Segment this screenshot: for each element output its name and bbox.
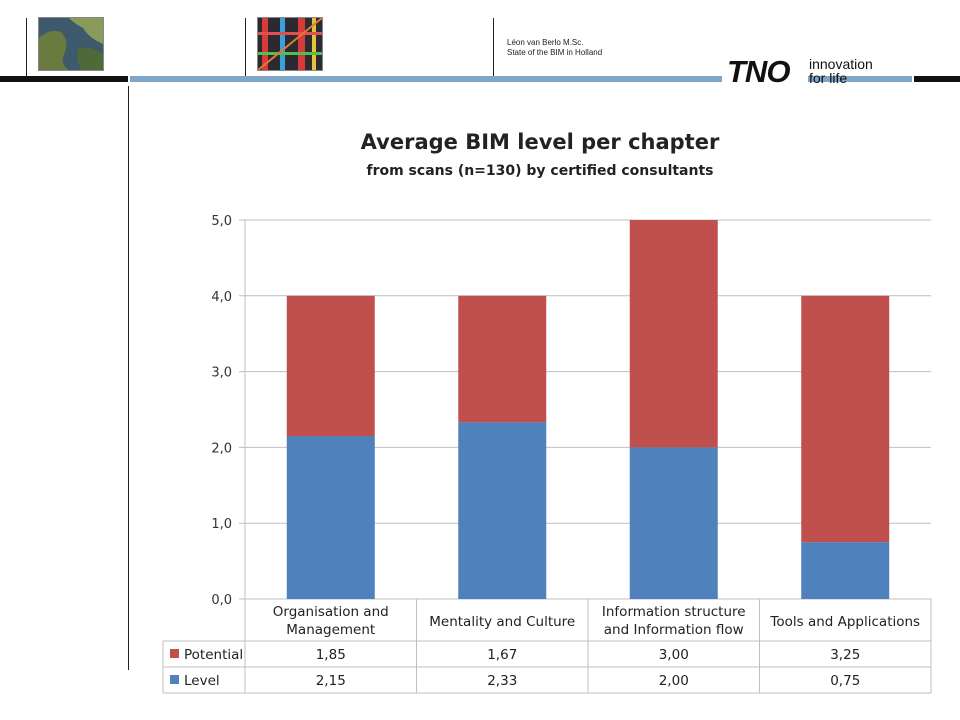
header-divider-3 xyxy=(493,18,494,76)
bar-level xyxy=(458,422,547,599)
chart-subtitle: from scans (n=130) by certified consulta… xyxy=(366,163,714,179)
y-tick-label: 2,0 xyxy=(211,441,232,456)
data-label: 1,67 xyxy=(487,647,517,663)
y-tick-label: 5,0 xyxy=(211,214,232,229)
data-label: 3,25 xyxy=(830,647,860,663)
legend-label-potential: Potential xyxy=(184,647,243,663)
tagline-line-2: for life xyxy=(809,70,848,86)
bar-potential xyxy=(629,220,718,448)
author-name: Léon van Berlo M.Sc. xyxy=(507,38,584,47)
data-label: 2,15 xyxy=(316,673,346,689)
bar-level xyxy=(629,447,718,599)
data-label: 2,33 xyxy=(487,673,517,689)
header-rule-black-right xyxy=(914,76,960,82)
bar-potential xyxy=(801,295,890,543)
category-label: Tools and Applications xyxy=(769,614,920,630)
category-label: Mentality and Culture xyxy=(429,614,575,630)
industrial-thumbnail-image xyxy=(257,17,323,71)
header-divider-1 xyxy=(26,18,27,76)
landscape-thumbnail-image xyxy=(38,17,104,71)
header-divider-2 xyxy=(245,18,246,76)
data-label: 0,75 xyxy=(830,673,860,689)
presentation-title: State of the BIM in Holland xyxy=(507,48,603,57)
left-margin-line xyxy=(128,86,129,670)
chart-title: Average BIM level per chapter xyxy=(360,130,720,154)
data-label: 3,00 xyxy=(659,647,689,663)
data-label: 2,00 xyxy=(659,673,689,689)
tno-logo: TNO xyxy=(727,54,790,89)
data-label: 1,85 xyxy=(316,647,346,663)
y-tick-label: 4,0 xyxy=(211,290,232,305)
y-tick-label: 1,0 xyxy=(211,517,232,532)
header-rule-blue-right xyxy=(808,76,912,82)
bar-potential xyxy=(458,295,547,423)
category-label: and Information flow xyxy=(604,622,744,638)
header-rule-black-left xyxy=(0,76,128,82)
bar-level xyxy=(286,436,375,599)
tagline-line-1: innovation xyxy=(809,56,873,72)
y-tick-label: 3,0 xyxy=(211,366,232,381)
bar-potential xyxy=(286,295,375,437)
author-credit: Léon van Berlo M.Sc. State of the BIM in… xyxy=(507,38,602,58)
bar-level xyxy=(801,542,890,599)
legend-label-level: Level xyxy=(184,673,220,689)
y-tick-label: 0,0 xyxy=(211,593,232,608)
category-label: Organisation and xyxy=(273,604,389,620)
category-label: Information structure xyxy=(602,604,746,620)
tno-tagline: innovation for life xyxy=(809,57,873,85)
header-rule-blue xyxy=(130,76,722,82)
legend-swatch-level xyxy=(170,675,179,684)
category-label: Management xyxy=(286,622,375,638)
legend-swatch-potential xyxy=(170,649,179,658)
